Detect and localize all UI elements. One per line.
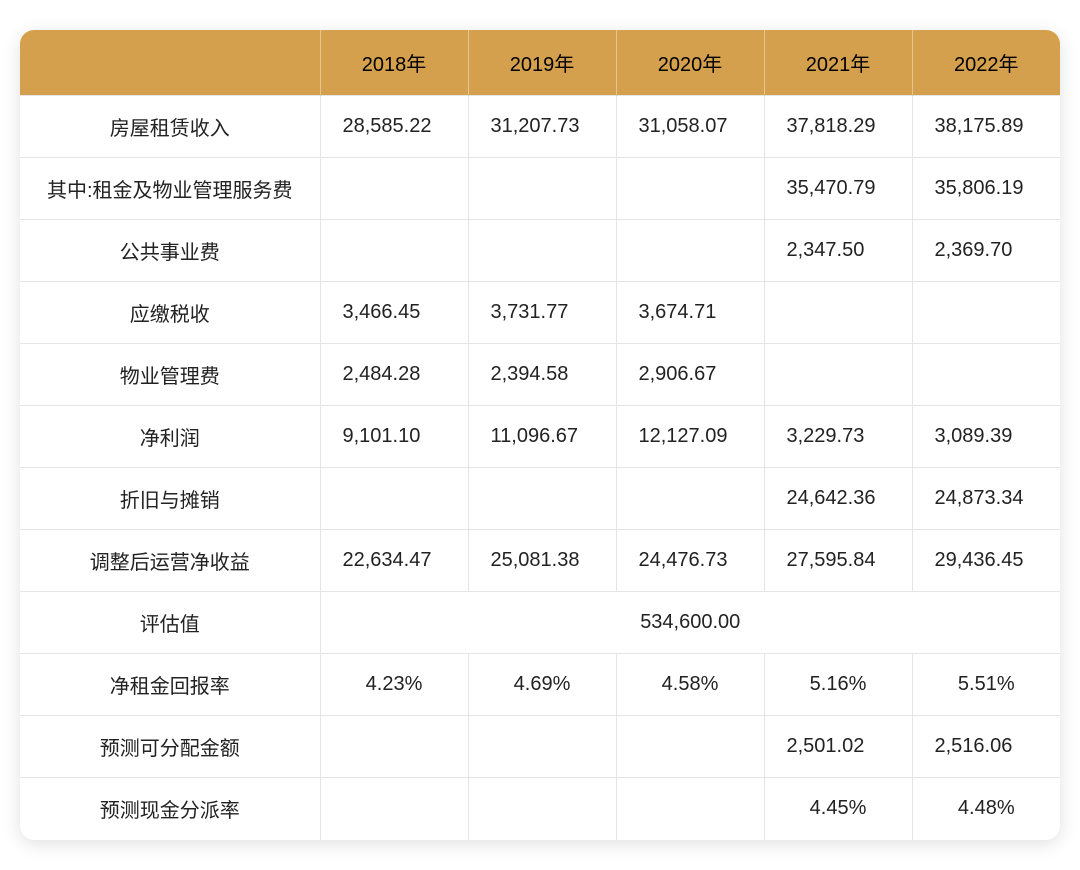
cell-value bbox=[468, 468, 616, 530]
cell-value bbox=[616, 158, 764, 220]
table-row: 调整后运营净收益22,634.4725,081.3824,476.7327,59… bbox=[20, 530, 1060, 592]
col-header-2020: 2020年 bbox=[616, 30, 764, 96]
table-body: 房屋租赁收入28,585.2231,207.7331,058.0737,818.… bbox=[20, 96, 1060, 840]
row-label: 预测现金分派率 bbox=[20, 778, 320, 840]
cell-value: 28,585.22 bbox=[320, 96, 468, 158]
cell-value bbox=[616, 716, 764, 778]
table-row: 评估值534,600.00 bbox=[20, 592, 1060, 654]
table-row: 公共事业费 2,347.502,369.70 bbox=[20, 220, 1060, 282]
row-label: 净租金回报率 bbox=[20, 654, 320, 716]
cell-value: 37,818.29 bbox=[764, 96, 912, 158]
row-label: 其中:租金及物业管理服务费 bbox=[20, 158, 320, 220]
table-row: 折旧与摊销 24,642.3624,873.34 bbox=[20, 468, 1060, 530]
cell-value bbox=[320, 220, 468, 282]
col-header-2021: 2021年 bbox=[764, 30, 912, 96]
cell-value: 4.48% bbox=[912, 778, 1060, 840]
row-label: 折旧与摊销 bbox=[20, 468, 320, 530]
cell-value: 3,674.71 bbox=[616, 282, 764, 344]
cell-value bbox=[320, 778, 468, 840]
cell-value: 25,081.38 bbox=[468, 530, 616, 592]
cell-value bbox=[616, 778, 764, 840]
col-header-blank bbox=[20, 30, 320, 96]
row-label: 房屋租赁收入 bbox=[20, 96, 320, 158]
cell-value: 31,058.07 bbox=[616, 96, 764, 158]
cell-value bbox=[912, 344, 1060, 406]
cell-value: 3,229.73 bbox=[764, 406, 912, 468]
cell-value: 2,906.67 bbox=[616, 344, 764, 406]
row-label: 调整后运营净收益 bbox=[20, 530, 320, 592]
cell-value: 35,470.79 bbox=[764, 158, 912, 220]
cell-value: 5.51% bbox=[912, 654, 1060, 716]
row-label: 公共事业费 bbox=[20, 220, 320, 282]
col-header-2019: 2019年 bbox=[468, 30, 616, 96]
cell-value bbox=[616, 220, 764, 282]
cell-value: 3,466.45 bbox=[320, 282, 468, 344]
cell-value: 24,642.36 bbox=[764, 468, 912, 530]
row-label: 评估值 bbox=[20, 592, 320, 654]
cell-value: 4.45% bbox=[764, 778, 912, 840]
cell-value: 38,175.89 bbox=[912, 96, 1060, 158]
cell-value bbox=[468, 158, 616, 220]
cell-value bbox=[468, 778, 616, 840]
cell-value: 3,089.39 bbox=[912, 406, 1060, 468]
col-header-2022: 2022年 bbox=[912, 30, 1060, 96]
financial-table: 2018年 2019年 2020年 2021年 2022年 房屋租赁收入28,5… bbox=[20, 30, 1060, 840]
cell-value: 11,096.67 bbox=[468, 406, 616, 468]
cell-value: 3,731.77 bbox=[468, 282, 616, 344]
cell-value bbox=[764, 282, 912, 344]
table-row: 房屋租赁收入28,585.2231,207.7331,058.0737,818.… bbox=[20, 96, 1060, 158]
cell-value: 12,127.09 bbox=[616, 406, 764, 468]
cell-value: 4.58% bbox=[616, 654, 764, 716]
table-row: 预测可分配金额 2,501.022,516.06 bbox=[20, 716, 1060, 778]
table-header: 2018年 2019年 2020年 2021年 2022年 bbox=[20, 30, 1060, 96]
cell-value: 35,806.19 bbox=[912, 158, 1060, 220]
table-card: 2018年 2019年 2020年 2021年 2022年 房屋租赁收入28,5… bbox=[20, 30, 1060, 840]
cell-value: 2,394.58 bbox=[468, 344, 616, 406]
cell-value: 2,347.50 bbox=[764, 220, 912, 282]
table-row: 其中:租金及物业管理服务费 35,470.7935,806.19 bbox=[20, 158, 1060, 220]
table-row: 物业管理费2,484.282,394.582,906.67 bbox=[20, 344, 1060, 406]
table-row: 应缴税收3,466.453,731.773,674.71 bbox=[20, 282, 1060, 344]
cell-value: 22,634.47 bbox=[320, 530, 468, 592]
table-row: 预测现金分派率 4.45%4.48% bbox=[20, 778, 1060, 840]
cell-value bbox=[320, 158, 468, 220]
cell-value: 27,595.84 bbox=[764, 530, 912, 592]
row-label: 物业管理费 bbox=[20, 344, 320, 406]
cell-value bbox=[468, 716, 616, 778]
cell-value: 2,516.06 bbox=[912, 716, 1060, 778]
cell-value: 24,476.73 bbox=[616, 530, 764, 592]
cell-value: 2,501.02 bbox=[764, 716, 912, 778]
table-row: 净租金回报率4.23%4.69%4.58%5.16%5.51% bbox=[20, 654, 1060, 716]
cell-value: 4.23% bbox=[320, 654, 468, 716]
cell-value bbox=[468, 220, 616, 282]
cell-value: 2,369.70 bbox=[912, 220, 1060, 282]
cell-value: 9,101.10 bbox=[320, 406, 468, 468]
cell-value bbox=[320, 716, 468, 778]
table-row: 净利润9,101.1011,096.6712,127.093,229.733,0… bbox=[20, 406, 1060, 468]
cell-value bbox=[616, 468, 764, 530]
cell-value: 5.16% bbox=[764, 654, 912, 716]
col-header-2018: 2018年 bbox=[320, 30, 468, 96]
cell-value: 2,484.28 bbox=[320, 344, 468, 406]
row-span-value: 534,600.00 bbox=[320, 592, 1060, 654]
cell-value bbox=[764, 344, 912, 406]
cell-value: 4.69% bbox=[468, 654, 616, 716]
row-label: 净利润 bbox=[20, 406, 320, 468]
row-label: 应缴税收 bbox=[20, 282, 320, 344]
row-label: 预测可分配金额 bbox=[20, 716, 320, 778]
cell-value: 29,436.45 bbox=[912, 530, 1060, 592]
cell-value bbox=[912, 282, 1060, 344]
cell-value bbox=[320, 468, 468, 530]
cell-value: 31,207.73 bbox=[468, 96, 616, 158]
cell-value: 24,873.34 bbox=[912, 468, 1060, 530]
